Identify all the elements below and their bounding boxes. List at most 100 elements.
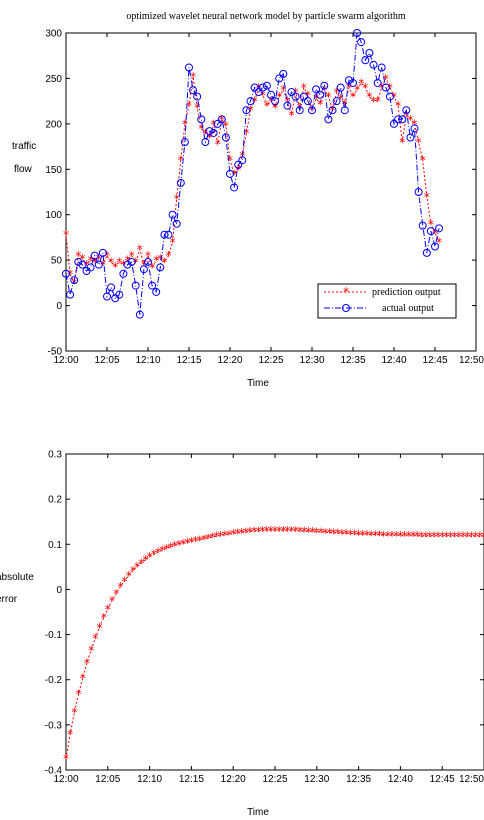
chart-top-point-circle xyxy=(78,260,87,269)
chart-top-point-circle xyxy=(316,90,325,99)
chart-top-xtick-label: 12:40 xyxy=(381,355,406,366)
chart-top-point-star: * xyxy=(104,249,110,263)
chart-bottom-point-star: * xyxy=(301,525,307,539)
chart-bottom-point-star: * xyxy=(147,550,153,564)
chart-top-point-star: * xyxy=(112,260,118,274)
chart-top-point-circle xyxy=(242,106,251,115)
chart-bottom-point-star: * xyxy=(126,569,132,583)
chart-top-point-circle xyxy=(86,263,95,272)
legend-prediction-label: prediction output xyxy=(372,287,441,298)
chart-bottom-xlabel: Time xyxy=(247,807,269,818)
chart-bottom-ytick-label: 0 xyxy=(56,585,62,596)
chart-bottom-point-star: * xyxy=(381,529,387,543)
chart-top-point-star: * xyxy=(391,90,397,104)
chart-bottom-point-star: * xyxy=(197,533,203,547)
chart-bottom-point-star: * xyxy=(272,524,278,538)
chart-bottom-point-star: * xyxy=(234,527,240,541)
chart-bottom-xtick-label: 12:50 xyxy=(459,774,484,785)
chart-top-point-star: * xyxy=(100,258,106,272)
chart-top-point-circle xyxy=(217,115,226,124)
chart-top-point-star: * xyxy=(284,95,290,109)
chart-top-point-star: * xyxy=(428,217,434,231)
chart-top-point-circle xyxy=(193,92,202,101)
chart-bottom-xtick-label: 12:10 xyxy=(137,774,162,785)
chart-top-point-star: * xyxy=(305,88,311,102)
chart-top-point-star: * xyxy=(215,137,221,151)
chart-top-point-circle xyxy=(135,310,144,319)
chart-bottom-xtick-label: 12:00 xyxy=(53,774,78,785)
chart-top-point-star: * xyxy=(342,97,348,111)
chart-top-point-circle xyxy=(365,48,374,57)
chart-top-point-circle xyxy=(426,227,435,236)
chart-top-point-star: * xyxy=(166,249,172,263)
chart-top-point-star: * xyxy=(264,99,270,113)
chart-bottom-point-star: * xyxy=(397,529,403,543)
legend-box xyxy=(317,283,457,319)
chart-bottom-point-star: * xyxy=(331,527,337,541)
chart-bottom-point-star: * xyxy=(297,525,303,539)
chart-top-point-circle xyxy=(115,290,124,299)
chart-top-point-star: * xyxy=(407,113,413,127)
chart-top-point-star: * xyxy=(403,108,409,122)
chart-top-point-star: * xyxy=(120,258,126,272)
chart-bottom-xtick-label: 12:05 xyxy=(95,774,120,785)
chart-top-point-circle xyxy=(144,257,152,266)
chart-top-legend: * prediction output actual output xyxy=(317,283,457,319)
chart-bottom-point-star: * xyxy=(452,530,458,544)
chart-top-point-star: * xyxy=(248,104,254,118)
chart-top-point-circle xyxy=(189,86,198,95)
chart-bottom-point-star: * xyxy=(276,524,282,538)
chart-bottom-point-star: * xyxy=(80,671,86,685)
chart-top-point-circle xyxy=(221,133,230,142)
chart-top-point-circle xyxy=(320,81,329,90)
chart-top-point-circle xyxy=(275,74,284,83)
chart-bottom-point-star: * xyxy=(431,530,437,544)
chart-bottom-point-star: * xyxy=(456,530,462,544)
chart-bottom-point-star: * xyxy=(339,527,345,541)
chart-top-point-star: * xyxy=(256,81,262,95)
chart-top-series-line-0 xyxy=(65,76,440,285)
chart-top-point-circle xyxy=(353,29,362,37)
chart-top-xlabel: Time xyxy=(247,378,269,389)
chart-bottom: -0.4-0.3-0.2-0.100.10.20.3 12:00 12:05 12:… xyxy=(0,450,484,818)
chart-top-point-star: * xyxy=(133,255,139,269)
chart-bottom-point-star: * xyxy=(347,527,353,541)
chart-bottom-y-axis: -0.4 -0.3 -0.2 -0.1 0 0.1 0.2 0.3 xyxy=(45,450,484,777)
chart-bottom-point-star: * xyxy=(280,524,286,538)
chart-bottom-point-star: * xyxy=(255,525,261,539)
chart-bottom-point-star: * xyxy=(193,534,199,548)
chart-top-point-circle xyxy=(336,83,345,92)
chart-top-point-star: * xyxy=(280,83,286,97)
chart-bottom-point-star: * xyxy=(389,529,395,543)
chart-bottom-point-star: * xyxy=(393,529,399,543)
chart-bottom-point-star: * xyxy=(289,524,295,538)
chart-top-point-circle xyxy=(164,230,173,239)
chart-top-point-circle xyxy=(213,119,222,128)
chart-top-point-star: * xyxy=(96,252,102,266)
chart-top-point-star: * xyxy=(108,255,114,269)
chart-bottom-point-star: * xyxy=(105,602,111,616)
chart-bottom-point-star: * xyxy=(360,528,366,542)
chart-bottom-point-star: * xyxy=(109,594,115,608)
chart-top-point-star: * xyxy=(153,254,159,268)
chart-top-point-star: * xyxy=(84,258,90,272)
chart-top-point-circle xyxy=(422,248,431,257)
chart-top-xtick-label: 12:25 xyxy=(258,355,283,366)
chart-top-ytick-label: 250 xyxy=(45,74,62,85)
chart-bottom-point-star: * xyxy=(464,530,470,544)
chart-bottom-point-star: * xyxy=(414,529,420,543)
chart-bottom-point-star: * xyxy=(205,531,211,545)
chart-top-xtick-label: 12:30 xyxy=(299,355,324,366)
chart-top-point-star: * xyxy=(325,90,331,104)
chart-bottom-point-star: * xyxy=(243,526,249,540)
chart-bottom-ytick-label: -0.3 xyxy=(45,720,63,731)
chart-top-x-axis: 12:00 12:05 12:10 12:15 12:20 12:25 12:30 12:35… xyxy=(53,33,484,366)
chart-bottom-point-star: * xyxy=(477,530,483,544)
chart-top-point-circle xyxy=(152,287,161,296)
chart-bottom-plot-area xyxy=(65,453,484,771)
chart-top-point-star: * xyxy=(387,81,393,95)
chart-top-point-circle xyxy=(148,281,157,290)
chart-top-point-star: * xyxy=(436,235,442,249)
chart-top-point-circle xyxy=(418,221,427,230)
chart-top-point-star: * xyxy=(194,101,200,115)
